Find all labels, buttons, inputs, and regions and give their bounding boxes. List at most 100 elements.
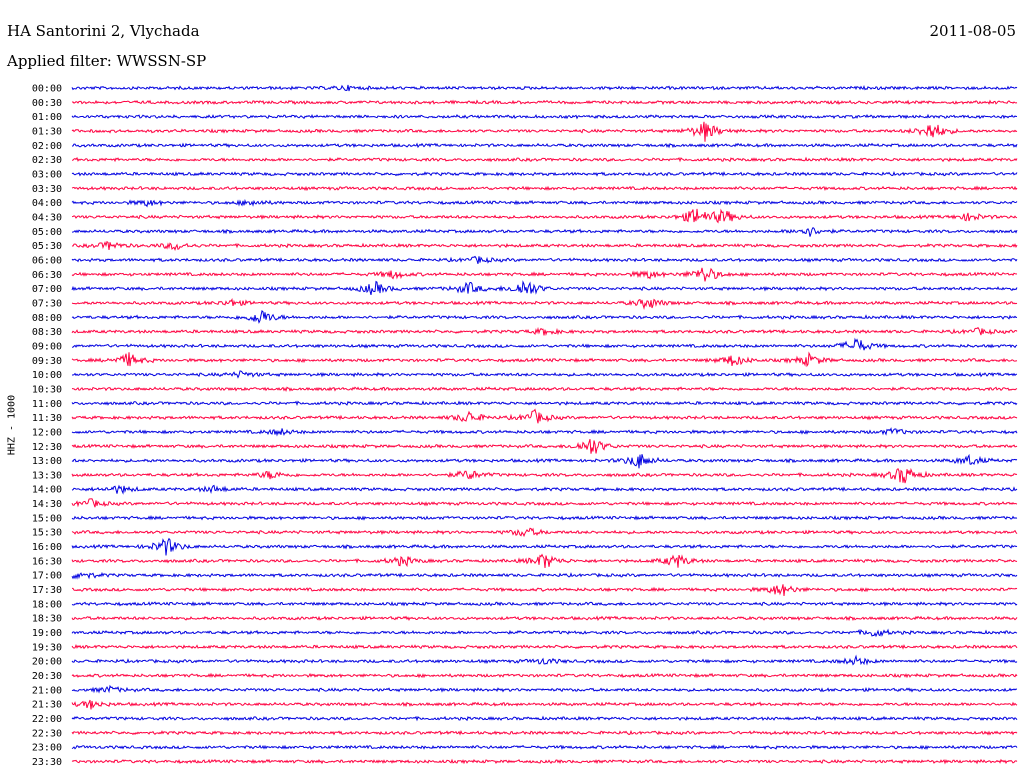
trace-0600 (71, 255, 1018, 264)
trace-2200 (71, 715, 1018, 722)
trace-1500 (71, 515, 1018, 521)
trace-1830 (71, 615, 1018, 622)
trace-2100 (71, 684, 1018, 694)
time-label-2200: 22:00 (32, 714, 62, 725)
trace-0930 (71, 351, 1018, 368)
time-label-2300: 23:00 (32, 743, 62, 754)
trace-2230 (71, 729, 1018, 736)
time-label-1830: 18:30 (32, 614, 62, 625)
time-label-1500: 15:00 (32, 513, 62, 524)
time-label-1330: 13:30 (32, 470, 62, 481)
trace-1700 (71, 571, 1018, 580)
time-label-1700: 17:00 (32, 571, 62, 582)
time-label-1630: 16:30 (32, 556, 62, 567)
station-title: HA Santorini 2, Vlychada (7, 22, 200, 40)
trace-0130 (71, 121, 1018, 142)
trace-0000 (71, 84, 1018, 92)
trace-0730 (71, 297, 1018, 310)
trace-1300 (71, 453, 1018, 469)
trace-0500 (71, 227, 1018, 237)
time-label-0700: 07:00 (32, 284, 62, 295)
trace-0800 (71, 309, 1018, 324)
trace-0430 (71, 208, 1018, 224)
trace-1600 (71, 537, 1018, 556)
time-label-0600: 06:00 (32, 255, 62, 266)
trace-0700 (71, 280, 1018, 296)
trace-2300 (71, 744, 1018, 751)
trace-1200 (71, 427, 1018, 437)
time-label-1430: 14:30 (32, 499, 62, 510)
trace-1130 (71, 408, 1018, 424)
time-label-1400: 14:00 (32, 485, 62, 496)
time-label-1230: 12:30 (32, 442, 62, 453)
trace-1330 (71, 467, 1018, 484)
time-label-2130: 21:30 (32, 700, 62, 711)
time-label-0200: 02:00 (32, 141, 62, 152)
time-label-0930: 09:30 (32, 356, 62, 367)
time-label-1600: 16:00 (32, 542, 62, 553)
trace-0630 (71, 267, 1018, 282)
trace-1100 (71, 400, 1018, 407)
time-label-0330: 03:30 (32, 184, 62, 195)
time-label-0500: 05:00 (32, 227, 62, 238)
filter-label: Applied filter: WWSSN-SP (7, 52, 207, 70)
trace-2130 (71, 699, 1018, 710)
trace-1000 (72, 370, 1018, 379)
trace-1630 (71, 553, 1018, 568)
trace-1730 (72, 584, 1018, 596)
time-label-1530: 15:30 (32, 528, 62, 539)
time-label-0830: 08:30 (32, 327, 62, 338)
time-label-1200: 12:00 (32, 427, 62, 438)
time-label-0530: 05:30 (32, 241, 62, 252)
trace-1800 (71, 601, 1018, 607)
trace-1230 (71, 439, 1018, 454)
time-label-2330: 23:30 (32, 757, 62, 768)
trace-2330 (71, 758, 1018, 765)
time-label-0800: 08:00 (32, 313, 62, 324)
trace-1900 (71, 628, 1018, 638)
record-date: 2011-08-05 (929, 22, 1016, 40)
time-label-2030: 20:30 (32, 671, 62, 682)
time-label-1930: 19:30 (32, 642, 62, 653)
time-label-0630: 06:30 (32, 270, 62, 281)
trace-0330 (71, 185, 1018, 192)
time-label-1100: 11:00 (32, 399, 62, 410)
time-label-0900: 09:00 (32, 341, 62, 352)
time-label-0400: 04:00 (32, 198, 62, 209)
time-label-1800: 18:00 (32, 599, 62, 610)
trace-0230 (71, 156, 1018, 163)
trace-2000 (71, 654, 1018, 666)
time-label-0030: 00:30 (32, 98, 62, 109)
time-label-1000: 10:00 (32, 370, 62, 381)
time-label-1730: 17:30 (32, 585, 62, 596)
trace-0300 (71, 170, 1018, 177)
trace-1430 (71, 498, 1018, 508)
time-label-2000: 20:00 (32, 657, 62, 668)
time-label-0230: 02:30 (32, 155, 62, 166)
trace-0530 (71, 240, 1018, 251)
time-label-0730: 07:30 (32, 298, 62, 309)
time-label-0130: 01:30 (32, 126, 62, 137)
trace-0400 (71, 198, 1018, 208)
trace-1530 (71, 527, 1018, 538)
time-label-1130: 11:30 (32, 413, 62, 424)
time-label-0100: 01:00 (32, 112, 62, 123)
trace-0100 (71, 113, 1018, 120)
time-label-1300: 13:00 (32, 456, 62, 467)
trace-0900 (71, 337, 1018, 351)
time-label-1030: 10:30 (32, 384, 62, 395)
time-label-0000: 00:00 (32, 84, 62, 95)
time-label-2100: 21:00 (32, 685, 62, 696)
time-label-1900: 19:00 (32, 628, 62, 639)
trace-0830 (71, 326, 1018, 337)
trace-0200 (71, 142, 1018, 149)
trace-1030 (71, 386, 1018, 392)
trace-2030 (71, 672, 1018, 679)
time-label-0300: 03:00 (32, 169, 62, 180)
trace-1400 (71, 484, 1018, 495)
trace-0030 (71, 99, 1018, 106)
time-label-2230: 22:30 (32, 728, 62, 739)
time-label-0430: 04:30 (32, 212, 62, 223)
trace-1930 (71, 643, 1018, 650)
